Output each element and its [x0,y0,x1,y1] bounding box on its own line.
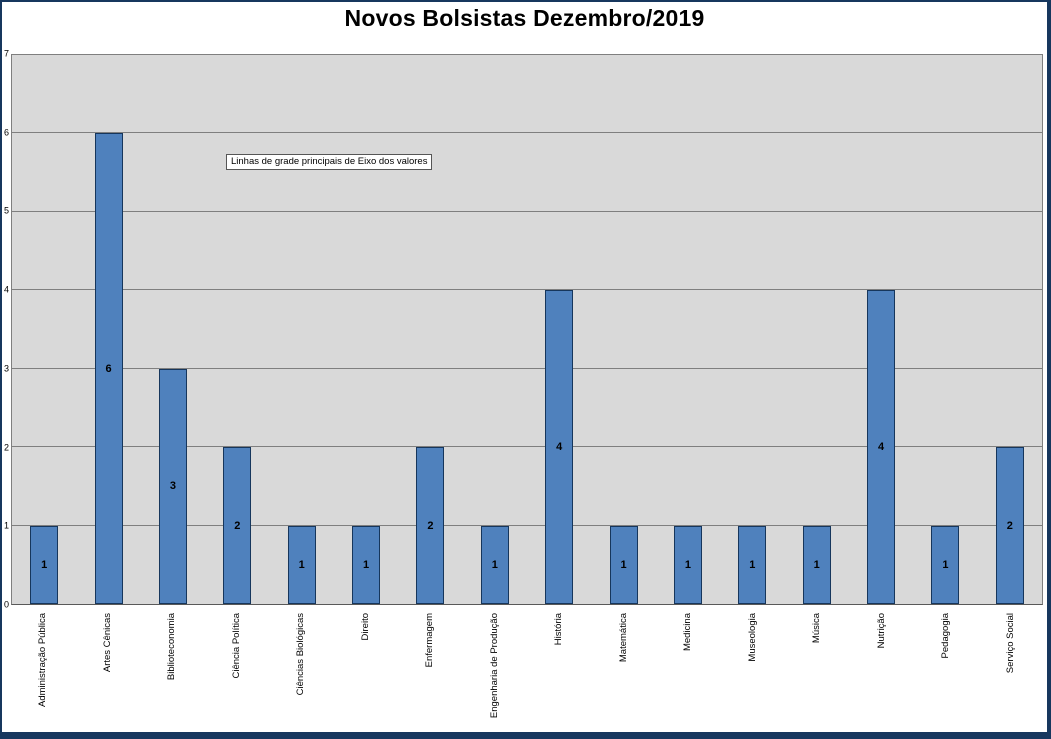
bar-value-label: 3 [169,480,176,493]
bar-11[interactable]: 1 [673,525,702,604]
bar-12[interactable]: 1 [738,525,767,604]
bar-slot: 3 [141,368,205,604]
bar-7[interactable]: 2 [416,447,445,604]
gridline [12,367,1042,369]
bar-value-label: 4 [556,441,563,454]
bar-slot: 2 [398,447,462,604]
bar-slot: 1 [12,525,76,604]
bar-value-label: 1 [41,558,48,571]
x-axis-category-label: Música [811,613,823,644]
bar-value-label: 2 [427,519,434,532]
x-axis-category-label: História [553,613,565,646]
bar-value-label: 1 [813,558,820,571]
y-axis-tick-label: 2 [3,442,9,453]
x-axis-category-label: Direito [359,613,371,641]
y-axis-tick-label: 4 [3,284,9,295]
x-axis-category-label: Matemática [617,613,629,663]
x-axis-category-label: Artes Cênicas [101,613,113,673]
bar-3[interactable]: 3 [158,368,187,604]
x-axis-category-label: Administração Pública [37,613,49,707]
bar-value-label: 2 [1006,519,1013,532]
y-axis-tick-label: 6 [3,127,9,138]
y-axis-tick-label: 7 [3,48,9,59]
bar-slot: 2 [978,447,1042,604]
x-axis-category-label: Nutrição [875,613,887,649]
gridlines-tooltip: Linhas de grade principais de Eixo dos v… [226,154,433,170]
bar-10[interactable]: 1 [609,525,638,604]
bar-value-label: 1 [684,558,691,571]
bar-9[interactable]: 4 [545,290,574,604]
bar-5[interactable]: 1 [287,525,316,604]
bar-6[interactable]: 1 [352,525,381,604]
y-axis-tick-label: 5 [3,205,9,216]
bar-value-label: 4 [878,441,885,454]
bar-value-label: 1 [942,558,949,571]
y-axis-tick-label: 3 [3,363,9,374]
x-axis-category-label: Biblioteconomia [166,613,178,681]
gridline [12,446,1042,448]
x-axis-category-label: Engenharia de Produção [488,613,500,719]
bar-14[interactable]: 4 [867,290,896,604]
plot-area[interactable]: 1 6 3 2 1 1 2 1 4 1 1 1 1 4 1 2 [11,54,1043,605]
x-axis-category-label: Enfermagem [424,613,436,668]
bar-slot: 2 [205,447,269,604]
chart-title: Novos Bolsistas Dezembro/2019 [344,5,705,31]
bar-13[interactable]: 1 [802,525,831,604]
bar-slot: 1 [270,525,334,604]
bar-slot: 1 [785,525,849,604]
bar-slot: 1 [656,525,720,604]
bar-1[interactable]: 1 [30,525,59,604]
bar-4[interactable]: 2 [223,447,252,604]
bar-slot: 1 [334,525,398,604]
bar-value-label: 1 [491,558,498,571]
x-axis-category-label: Ciência Política [230,613,242,679]
bar-8[interactable]: 1 [480,525,509,604]
x-axis-category-label: Pedagogia [940,613,952,659]
bar-slot: 4 [849,290,913,604]
gridline [12,524,1042,526]
gridline [12,210,1042,212]
bar-value-label: 6 [105,362,112,375]
bar-slot: 1 [463,525,527,604]
bar-value-label: 1 [363,558,370,571]
bar-slot: 1 [591,525,655,604]
bar-value-label: 2 [234,519,241,532]
bar-value-label: 1 [620,558,627,571]
gridline [12,132,1042,134]
gridline [12,289,1042,291]
y-axis-tick-label: 0 [3,599,9,610]
bar-slot: 1 [720,525,784,604]
y-axis-labels: 0 1 2 3 4 5 6 7 [2,49,10,609]
bar-slot: 4 [527,290,591,604]
x-axis-category-label: Ciências Biológicas [295,613,307,696]
bar-slot: 6 [76,133,140,604]
x-axis-category-label: Museologia [746,613,758,662]
x-axis-labels: Administração Pública Artes Cênicas Biblio… [11,607,1043,732]
bar-value-label: 1 [749,558,756,571]
y-axis-tick-label: 1 [3,520,9,531]
bar-15[interactable]: 1 [931,525,960,604]
bar-2[interactable]: 6 [94,133,123,604]
x-axis-category-label: Serviço Social [1004,613,1016,674]
bar-slot: 1 [913,525,977,604]
bar-value-label: 1 [298,558,305,571]
x-axis-category-label: Medicina [682,613,694,652]
bar-16[interactable]: 2 [995,447,1024,604]
